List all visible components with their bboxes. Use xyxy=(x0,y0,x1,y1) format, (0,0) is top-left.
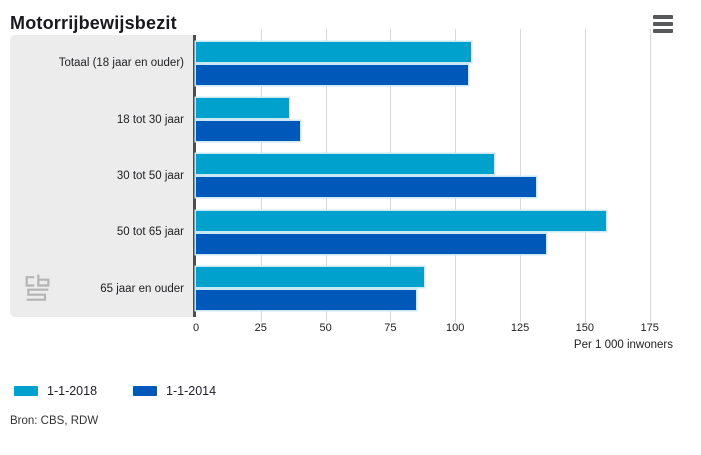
hamburger-icon xyxy=(653,15,673,19)
category-label: 65 jaar en ouder xyxy=(100,282,184,295)
bar-group xyxy=(196,261,673,317)
category-label: 50 tot 65 jaar xyxy=(116,226,184,239)
category-row: 18 tot 30 jaar xyxy=(10,91,193,147)
bar-1-1-2018-30 tot 50 jaar[interactable] xyxy=(196,154,495,175)
x-tick-label: 150 xyxy=(575,322,595,334)
menu-button[interactable] xyxy=(653,13,673,36)
gridline xyxy=(325,29,327,322)
legend-item-1-1-2018[interactable]: 1-1-2018 xyxy=(14,384,97,398)
x-axis: 0 25 50 75 100 125 150 175 xyxy=(192,322,673,336)
bar-1-1-2014-65 jaar en ouder[interactable] xyxy=(196,290,417,311)
legend-swatch xyxy=(14,386,38,396)
source-text: Bron: CBS, RDW xyxy=(10,415,99,427)
bar-chart: Totaal (18 jaar en ouder) 18 tot 30 jaar 3… xyxy=(10,29,673,322)
bar-1-1-2014-Totaal (18 jaar en ouder)[interactable] xyxy=(196,64,469,85)
category-panel: Totaal (18 jaar en ouder) 18 tot 30 jaar 3… xyxy=(10,35,193,317)
bar-1-1-2018-50 tot 65 jaar[interactable] xyxy=(196,210,606,231)
hamburger-icon xyxy=(653,22,673,26)
category-label: 18 tot 30 jaar xyxy=(116,113,184,126)
bar-1-1-2014-30 tot 50 jaar[interactable] xyxy=(196,177,536,198)
hamburger-icon xyxy=(653,29,673,33)
bar-group xyxy=(196,35,673,91)
legend-item-1-1-2014[interactable]: 1-1-2014 xyxy=(133,384,216,398)
x-tick-label: 100 xyxy=(446,322,465,334)
gridline xyxy=(260,29,262,322)
x-tick-label: 25 xyxy=(254,322,267,334)
page-title: Motorrijbewijsbezit xyxy=(10,13,177,33)
legend-label: 1-1-2014 xyxy=(166,384,217,398)
category-label: Totaal (18 jaar en ouder) xyxy=(58,57,184,70)
x-tick-label: 75 xyxy=(384,322,397,334)
bar-1-1-2014-50 tot 65 jaar[interactable] xyxy=(196,233,546,254)
legend: 1-1-2018 1-1-2014 xyxy=(14,384,701,398)
category-row: Totaal (18 jaar en ouder) xyxy=(10,35,193,91)
gridline xyxy=(390,29,392,322)
gridline xyxy=(520,29,522,322)
bar-group xyxy=(196,148,673,204)
category-label: 30 tot 50 jaar xyxy=(116,170,184,183)
gridline xyxy=(455,29,457,322)
gridline xyxy=(584,29,586,322)
bar-1-1-2018-18 tot 30 jaar[interactable] xyxy=(196,98,290,119)
category-row: 30 tot 50 jaar xyxy=(10,148,193,204)
x-tick-label: 0 xyxy=(192,322,200,334)
category-row: 65 jaar en ouder xyxy=(10,261,193,317)
x-tick-label: 125 xyxy=(510,322,530,334)
cbs-logo xyxy=(25,274,50,301)
plot-area xyxy=(196,29,673,322)
bar-group xyxy=(196,204,673,260)
bar-1-1-2014-18 tot 30 jaar[interactable] xyxy=(196,121,300,142)
category-row: 50 tot 65 jaar xyxy=(10,204,193,260)
x-tick-label: 50 xyxy=(319,322,332,334)
bar-1-1-2018-Totaal (18 jaar en ouder)[interactable] xyxy=(196,41,471,62)
legend-swatch xyxy=(133,386,158,396)
y-axis-line xyxy=(193,35,196,317)
gridline xyxy=(649,29,651,322)
x-tick-label: 175 xyxy=(640,322,659,334)
x-axis-title: Per 1 000 inwoners xyxy=(573,339,673,351)
legend-label: 1-1-2018 xyxy=(47,384,98,398)
bar-group xyxy=(196,91,673,147)
bar-1-1-2018-65 jaar en ouder[interactable] xyxy=(196,267,425,288)
chart-header: Motorrijbewijsbezit xyxy=(0,0,701,35)
